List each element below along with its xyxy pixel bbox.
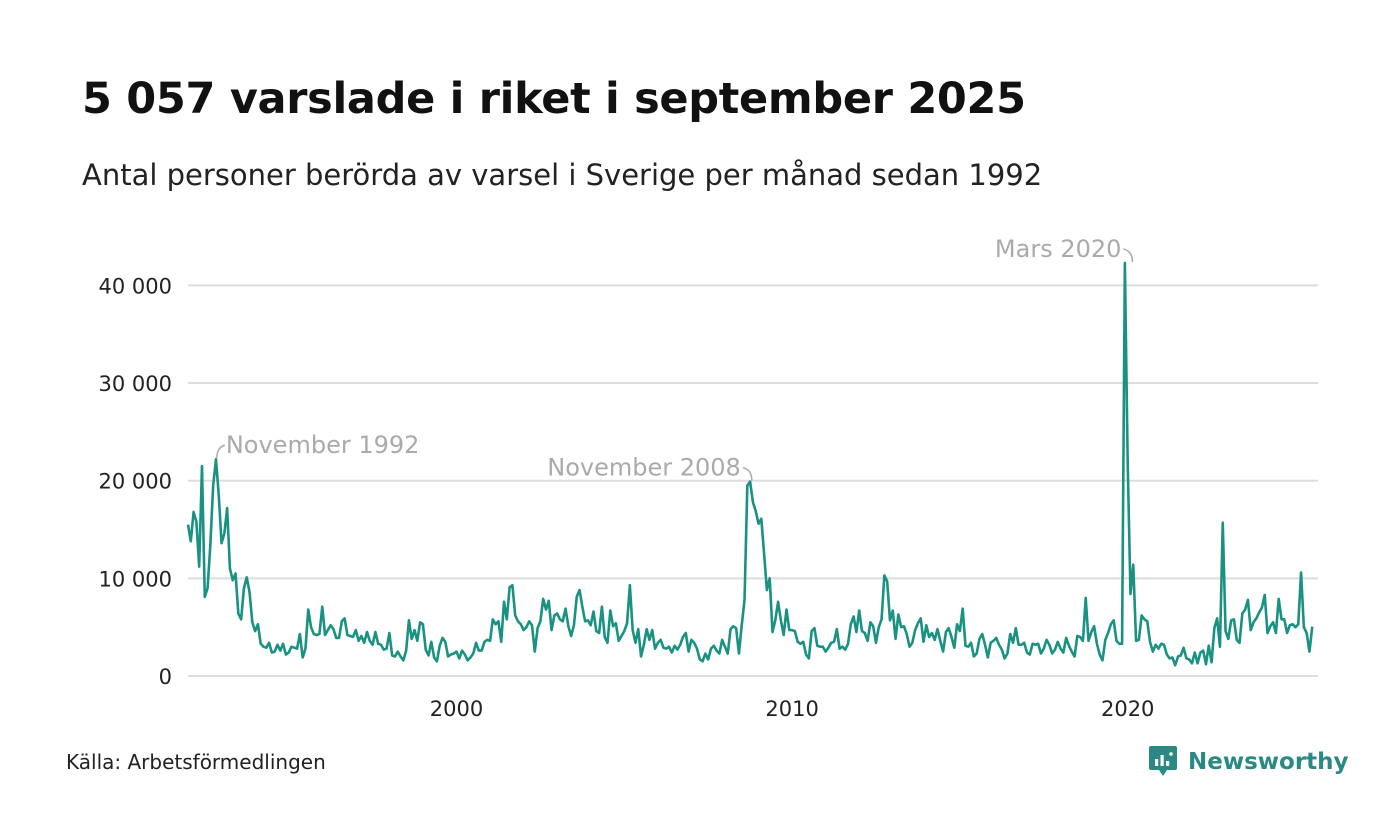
annotation-label: November 2008: [547, 454, 741, 482]
brand-name: Newsworthy: [1188, 749, 1349, 775]
x-tick-label: 2000: [430, 697, 483, 721]
y-tick-label: 0: [159, 665, 172, 689]
x-tick-label: 2010: [765, 697, 818, 721]
newsworthy-logo-icon: [1149, 746, 1177, 776]
series-line-0: [186, 261, 1314, 667]
series-layer: [186, 261, 1314, 667]
y-tick-label: 20 000: [99, 470, 172, 494]
grid-layer: [188, 284, 1318, 677]
x-tick-label: 2020: [1101, 697, 1154, 721]
brand[interactable]: Newsworthy: [1148, 744, 1349, 780]
chart-title: 5 057 varslade i riket i september 2025: [82, 74, 1026, 124]
annotation-connector: [742, 466, 753, 481]
y-tick-label: 40 000: [99, 274, 172, 298]
x-axis: 2000 2010 2020: [430, 697, 1155, 721]
y-tick-label: 10 000: [99, 567, 172, 591]
source-note: Källa: Arbetsförmedlingen: [66, 750, 326, 774]
annotation-connector: [216, 444, 226, 459]
y-tick-label: 30 000: [99, 372, 172, 396]
y-axis: 0 10 000 20 000 30 000 40 000: [99, 274, 172, 689]
annotation-label: Mars 2020: [995, 235, 1122, 263]
annotation-layer: November 1992 November 2008 Mars 2020: [216, 235, 1134, 482]
annotation-connector: [1123, 248, 1134, 262]
annotation-label: November 1992: [226, 431, 420, 459]
chart-subtitle: Antal personer berörda av varsel i Sveri…: [82, 158, 1043, 192]
